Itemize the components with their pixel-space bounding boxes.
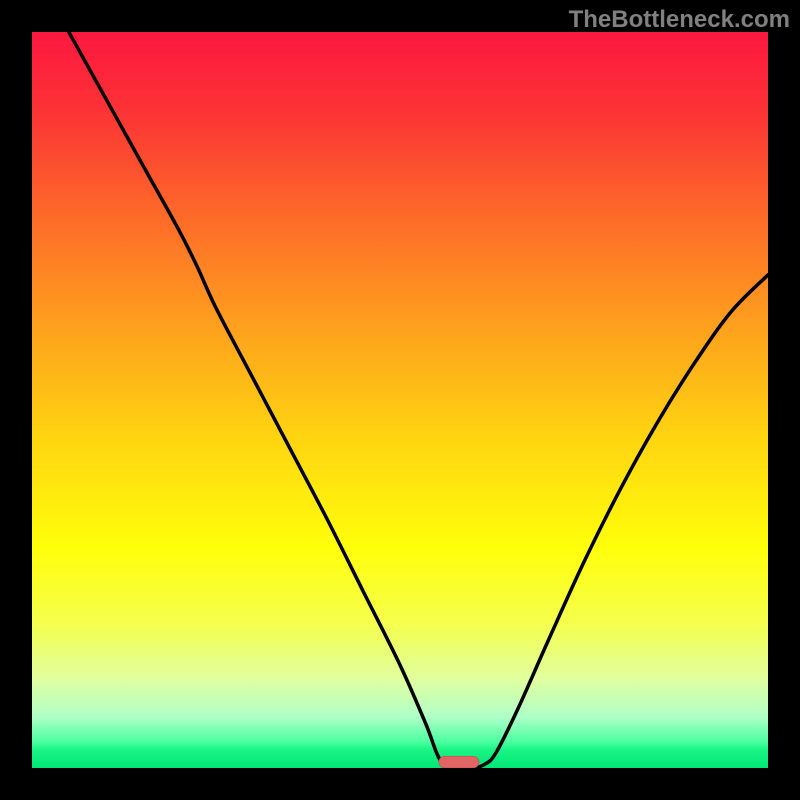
optimal-marker [439, 756, 479, 768]
chart-svg [32, 32, 768, 768]
chart-background [32, 32, 768, 768]
watermark-text: TheBottleneck.com [569, 6, 790, 34]
plot-area [32, 32, 768, 768]
chart-container: TheBottleneck.com [0, 0, 800, 800]
